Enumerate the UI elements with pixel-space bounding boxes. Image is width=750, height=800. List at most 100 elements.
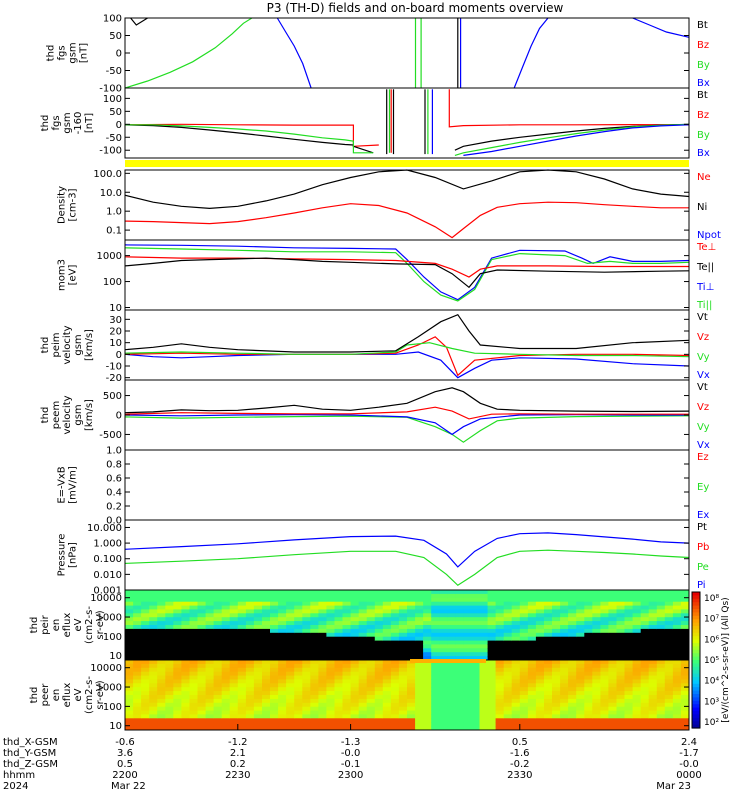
spectrogram-cell	[656, 656, 666, 661]
spectrogram-cell	[270, 625, 279, 630]
spectrogram-cell	[221, 663, 231, 669]
spectrogram-cell	[358, 718, 368, 723]
spectrogram-cell	[262, 718, 271, 723]
spectrogram-cell	[511, 675, 521, 680]
spectrogram-cell	[173, 609, 182, 614]
spectrogram-cell	[189, 683, 199, 688]
spectrogram-cell	[471, 675, 481, 680]
spectrogram-cell	[407, 601, 416, 607]
spectrogram-cell	[197, 714, 207, 719]
spectrogram-cell	[544, 718, 553, 723]
spectrogram-cell	[439, 714, 448, 719]
spectrogram-cell	[181, 628, 190, 634]
spectrogram-cell	[503, 675, 513, 680]
spectrogram-cell	[431, 702, 440, 708]
spectrogram-cell	[270, 722, 279, 727]
spectrogram-cell	[527, 710, 537, 715]
spectrogram-cell	[382, 656, 392, 661]
spectrogram-cell	[503, 644, 513, 649]
colorbar-title: [eV/(cm^2-s-sr-eV)] (All Qs)	[721, 597, 731, 722]
legend-label: Bx	[697, 78, 710, 89]
spectrogram-cell	[326, 597, 335, 603]
spectrogram-cell	[664, 628, 674, 634]
spectrogram-cells	[125, 590, 690, 661]
spectrogram-cell	[624, 613, 634, 618]
spectrogram-cell	[229, 722, 239, 727]
spectrogram-cell	[278, 663, 287, 669]
spectrogram-cell	[431, 625, 440, 630]
spectrogram-cell	[165, 656, 174, 661]
spectrogram-cell	[197, 706, 207, 712]
spectrogram-cell	[326, 722, 335, 727]
spectrogram-cell	[544, 698, 553, 704]
spectrogram-cell	[237, 605, 247, 610]
spectrogram-cell	[390, 644, 400, 649]
spectrogram-cell	[656, 722, 666, 727]
spectrogram-cell	[165, 628, 174, 634]
spectrogram-cell	[286, 667, 295, 673]
spectrogram-cell	[374, 590, 384, 595]
spectrogram-cell	[648, 714, 658, 719]
spectrogram-cell	[455, 613, 464, 618]
spectrogram-cell	[366, 698, 376, 704]
spectrogram-cell	[213, 621, 223, 626]
colorbar-cell	[692, 714, 700, 719]
spectrogram-cell	[495, 691, 505, 696]
panel-frame	[124, 87, 690, 159]
spectrogram-cell	[165, 590, 174, 595]
spectrogram-cell	[479, 625, 489, 630]
spectrogram-cell	[350, 683, 360, 688]
spectrogram-cell	[318, 706, 327, 712]
spectrogram-cell	[640, 667, 650, 673]
spectrogram-cell	[302, 648, 311, 653]
x-tick-label: 0.5	[117, 759, 133, 770]
legend-label: Ti⊥	[696, 282, 714, 293]
spectrogram-cell	[270, 714, 279, 719]
spectrogram-cell	[278, 660, 287, 665]
spectrogram-cell	[350, 590, 360, 595]
spectrogram-cell	[584, 593, 593, 599]
spectrogram-cell	[447, 636, 456, 642]
spectrogram-cell	[519, 648, 529, 653]
spectrogram-cell	[423, 706, 432, 712]
spectrogram-cell	[527, 613, 537, 618]
spectrogram-cell	[213, 714, 223, 719]
spectrogram-cell	[519, 706, 529, 712]
spectrogram-cell	[535, 695, 545, 700]
spectrogram-cell	[519, 628, 529, 634]
spectrogram-cell	[592, 698, 601, 704]
spectrogram-cell	[181, 601, 190, 607]
spectrogram-cell	[350, 695, 360, 700]
spectrogram-cell	[535, 636, 545, 642]
spectrogram-cell	[608, 679, 617, 684]
spectrogram-cell	[672, 628, 682, 634]
spectrogram-cell	[157, 601, 166, 607]
spectrogram-cell	[133, 613, 142, 618]
spectrogram-cell	[318, 605, 327, 610]
spectrogram-cell	[680, 617, 690, 622]
spectrogram-cell	[189, 710, 199, 715]
legend-label: Vx	[697, 370, 710, 381]
spectrogram-cell	[608, 625, 617, 630]
spectrogram-cell	[197, 667, 207, 673]
spectrogram-cell	[576, 710, 585, 715]
spectrogram-cell	[463, 722, 472, 727]
spectrogram-cell	[286, 656, 295, 661]
spectrogram-cell	[672, 609, 682, 614]
spectrogram-cell	[157, 652, 166, 657]
spectrogram-cell	[334, 644, 344, 649]
spectrogram-cell	[366, 648, 376, 653]
spectrogram-cell	[398, 621, 408, 626]
spectrogram-cell	[278, 621, 287, 626]
spectrogram-cell	[511, 597, 521, 603]
spectrogram-cell	[527, 605, 537, 610]
spectrogram-cell	[463, 679, 472, 684]
spectrogram-cell	[535, 601, 545, 607]
spectrogram-cell	[471, 632, 481, 638]
spectrogram-cell	[632, 617, 642, 622]
spectrogram-cell	[294, 675, 303, 680]
spectrogram-cell	[181, 683, 190, 688]
spectrogram-cell	[374, 691, 384, 696]
spectrogram-cell	[253, 628, 263, 634]
spectrogram-cell	[141, 640, 150, 645]
